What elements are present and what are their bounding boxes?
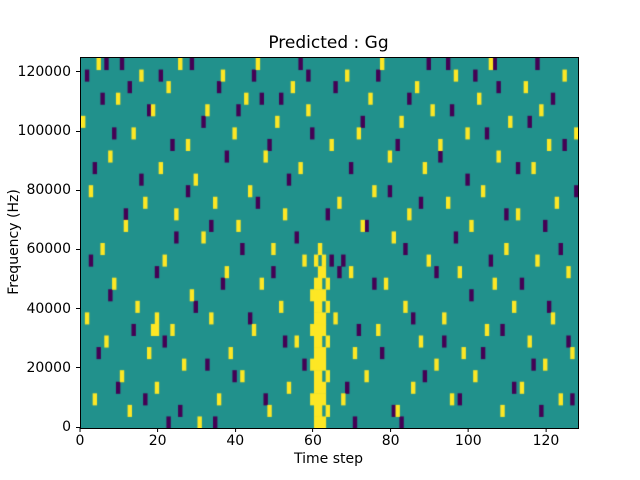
x-tick-mark <box>79 428 81 432</box>
y-tick-label: 20000 <box>26 359 71 376</box>
plot-title: Predicted : Gg <box>268 33 389 53</box>
plot-area <box>80 57 579 429</box>
x-tick-label: 80 <box>381 433 400 449</box>
x-axis-label: Time step <box>294 451 363 467</box>
x-tick-mark <box>234 428 236 432</box>
y-tick-label: 120000 <box>17 63 71 80</box>
x-axis-ticks: 0 20 40 60 80 100 120 <box>76 428 577 454</box>
x-tick-label: 40 <box>226 433 245 449</box>
x-tick: 40 <box>226 428 244 448</box>
y-tick: 80000 <box>26 183 80 197</box>
y-tick-label: 40000 <box>26 300 71 317</box>
y-tick-label: 0 <box>62 419 71 435</box>
y-tick-mark <box>76 248 80 250</box>
y-tick-label: 60000 <box>26 241 71 258</box>
y-tick-mark <box>76 308 80 310</box>
y-tick: 100000 <box>18 124 80 138</box>
x-tick-label: 60 <box>304 433 322 449</box>
x-tick: 120 <box>532 428 560 449</box>
y-tick: 40000 <box>26 302 80 316</box>
x-tick: 100 <box>455 428 482 448</box>
y-tick-mark <box>76 426 80 428</box>
x-tick-mark <box>545 428 547 432</box>
x-tick-label: 20 <box>148 433 167 449</box>
x-tick-mark <box>467 428 469 432</box>
y-tick-mark <box>76 367 80 369</box>
y-tick-label: 80000 <box>26 182 71 199</box>
x-tick: 80 <box>382 428 400 448</box>
x-tick: 60 <box>304 428 322 448</box>
y-axis-ticks: 0 20000 40000 60000 80000 100000 120000 <box>0 57 80 434</box>
x-tick-label: 100 <box>454 433 482 449</box>
y-tick-mark <box>76 189 80 191</box>
heatmap-canvas <box>81 58 578 428</box>
x-tick: 0 <box>75 428 85 449</box>
y-tick: 0 <box>62 420 80 434</box>
y-tick: 120000 <box>18 65 80 79</box>
x-tick-mark <box>157 428 159 432</box>
x-tick: 20 <box>149 428 167 448</box>
x-tick-label: 0 <box>75 433 85 449</box>
x-tick-label: 120 <box>532 433 560 449</box>
y-tick: 20000 <box>26 361 80 375</box>
x-tick-mark <box>390 428 392 432</box>
y-tick-label: 100000 <box>17 123 71 139</box>
x-tick-mark <box>312 428 314 432</box>
y-tick-mark <box>76 130 80 132</box>
y-tick: 60000 <box>26 242 80 256</box>
y-tick-mark <box>76 71 80 73</box>
